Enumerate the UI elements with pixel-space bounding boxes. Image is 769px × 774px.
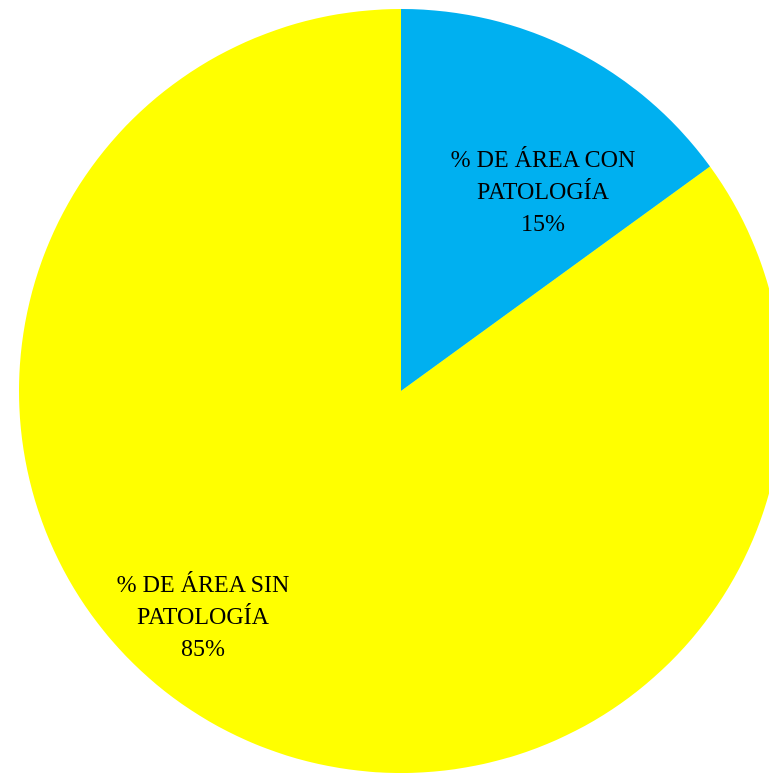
pie-slice-label-0: PATOLOGÍA	[477, 179, 610, 205]
pie-slices	[19, 9, 769, 773]
pie-slice-label-0: % DE ÁREA CON	[451, 147, 636, 173]
pie-slice-label-1: % DE ÁREA SIN	[117, 572, 290, 598]
pie-value-label-0: 15%	[521, 211, 565, 237]
pie-slice-1	[19, 9, 769, 773]
pie-slice-label-1: PATOLOGÍA	[137, 604, 270, 630]
pie-value-label-1: 85%	[181, 636, 225, 662]
pie-slice-0	[401, 9, 711, 391]
pie-labels: % DE ÁREA CON PATOLOGÍA 15% % DE ÁREA SIN PA…	[117, 147, 636, 662]
